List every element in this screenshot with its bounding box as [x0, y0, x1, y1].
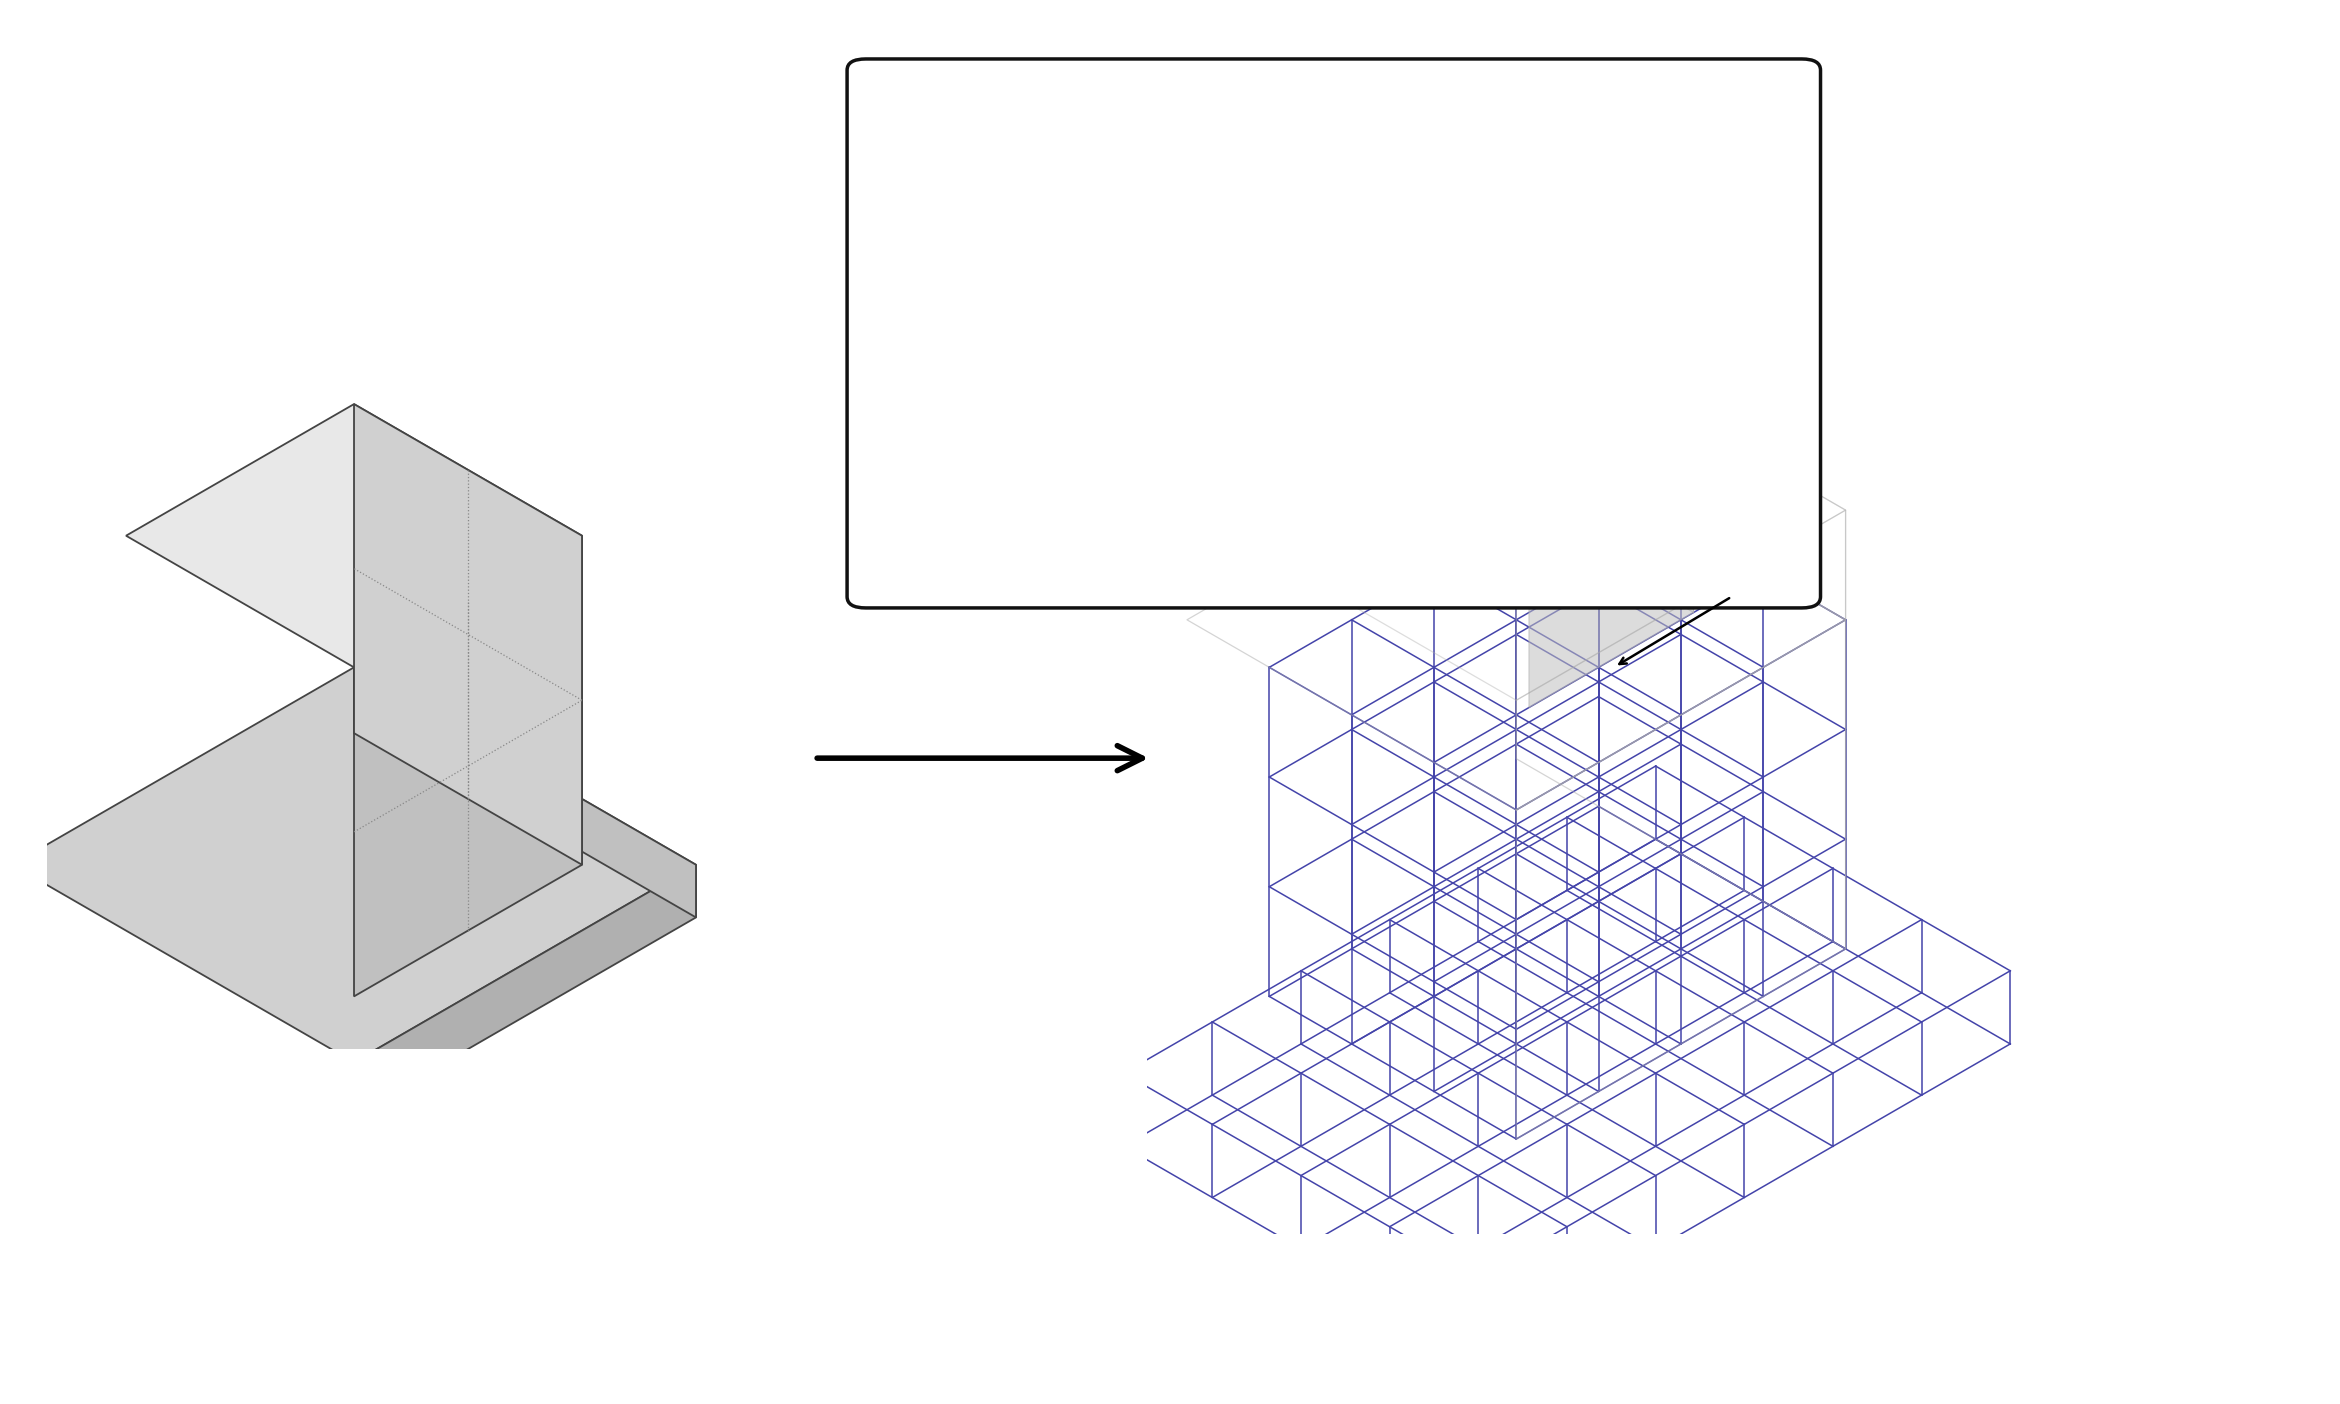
Text: CLT: CLT [1329, 118, 1364, 136]
Polygon shape [12, 667, 695, 1063]
Polygon shape [353, 404, 583, 865]
Bar [1383, 334, 1423, 475]
Polygon shape [353, 667, 695, 917]
Polygon shape [353, 865, 695, 1115]
Text: Glulam: Glulam [1594, 118, 1664, 136]
Bar [1102, 313, 1142, 334]
Text: Concrete: Concrete [1020, 118, 1112, 136]
Polygon shape [353, 536, 583, 997]
Bar [1271, 216, 1310, 334]
Text: -6.7E+02: -6.7E+02 [1685, 337, 1736, 347]
Polygon shape [126, 404, 583, 667]
Text: -8.3E+05: -8.3E+05 [1404, 477, 1455, 487]
Polygon shape [1528, 503, 1694, 708]
Polygon shape [1528, 407, 1694, 612]
Text: 6.9E+05: 6.9E+05 [1289, 204, 1338, 213]
Bar [990, 163, 1027, 334]
Text: 1.2E+05: 1.2E+05 [1121, 300, 1170, 310]
Text: 1.0E+06: 1.0E+06 [1009, 150, 1058, 161]
Text: 7.4E+02: 7.4E+02 [1572, 322, 1619, 331]
Polygon shape [1364, 407, 1694, 598]
